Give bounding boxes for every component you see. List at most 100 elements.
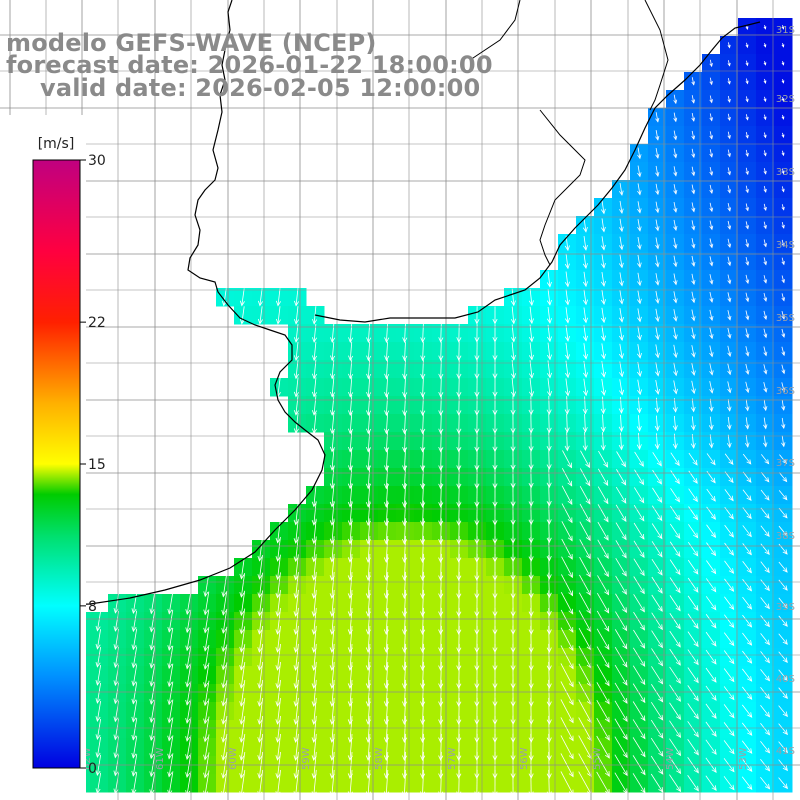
wind-arrow-head: [658, 678, 664, 685]
wind-arrow: [331, 394, 335, 416]
wind-arrow-head: [131, 644, 137, 651]
wind-arrow-head: [727, 261, 732, 267]
wind-arrow-head: [621, 570, 627, 577]
wind-arrow-head: [582, 263, 588, 269]
wind-arrow-head: [438, 483, 444, 490]
wind-arrow-head: [257, 701, 263, 707]
wind-arrow-head: [203, 700, 209, 707]
wind-arrow-head: [113, 716, 119, 723]
wind-arrow: [440, 377, 442, 397]
wind-arrow: [313, 536, 317, 562]
wind-arrow: [562, 450, 572, 468]
wind-arrow: [331, 412, 335, 434]
wind-arrow-head: [239, 683, 245, 689]
wind-arrow: [763, 239, 767, 247]
wind-arrow-head: [565, 390, 571, 397]
wind-arrow-head: [709, 352, 714, 358]
wind-arrow-head: [672, 425, 678, 431]
wind-arrow: [651, 558, 663, 576]
wind-arrow: [705, 667, 717, 683]
wind-arrow-head: [149, 644, 155, 651]
wind-arrow-head: [293, 701, 299, 707]
wind-arrow: [277, 590, 281, 616]
wind-arrow-head: [709, 81, 713, 86]
wind-arrow-head: [239, 573, 245, 580]
wind-arrow: [150, 646, 156, 668]
wind-arrow-head: [547, 390, 553, 397]
wind-arrow: [331, 679, 335, 707]
wind-arrow: [778, 597, 788, 609]
wind-arrow: [597, 486, 609, 504]
wind-arrow-head: [763, 170, 767, 175]
wind-arrow: [691, 255, 695, 267]
wind-arrow-head: [746, 549, 752, 556]
wind-arrow-head: [546, 409, 552, 416]
wind-arrow: [132, 718, 138, 740]
wind-arrow-head: [709, 316, 714, 322]
wind-arrow: [295, 679, 299, 707]
wind-arrow: [745, 310, 749, 320]
wind-arrow: [687, 541, 699, 557]
wind-arrow-head: [764, 621, 770, 628]
wind-arrow-head: [619, 371, 625, 378]
wind-arrow: [706, 542, 716, 556]
wind-arrow: [601, 272, 605, 286]
wind-arrow: [367, 377, 371, 397]
wind-arrow: [655, 237, 659, 249]
wind-arrow-head: [293, 574, 299, 581]
wind-arrow-head: [639, 606, 645, 613]
wind-arrow: [422, 535, 424, 563]
wind-arrow-head: [618, 426, 624, 433]
wind-arrow: [422, 679, 424, 707]
wind-arrow: [705, 721, 717, 737]
wind-arrow: [615, 522, 627, 540]
wind-arrow-head: [654, 443, 660, 450]
wind-arrow: [742, 453, 752, 465]
wind-arrow: [615, 540, 627, 558]
wind-arrow: [620, 414, 622, 432]
wind-arrow-head: [420, 629, 426, 636]
wind-arrow-head: [782, 567, 788, 573]
wind-arrow-head: [690, 424, 696, 431]
wind-arrow: [422, 697, 424, 725]
wind-arrow: [579, 468, 591, 486]
wind-arrow: [760, 723, 770, 735]
wind-arrow-head: [600, 408, 606, 415]
wind-arrow: [313, 589, 317, 617]
wind-arrow: [331, 733, 335, 761]
wind-arrow-head: [764, 513, 770, 519]
wind-arrow: [709, 398, 713, 412]
wind-arrow: [403, 553, 407, 581]
wind-arrow: [560, 717, 574, 741]
wind-arrow-head: [745, 98, 749, 103]
wind-arrow: [313, 661, 317, 689]
wind-arrow: [651, 648, 663, 666]
wind-arrow: [655, 362, 659, 376]
wind-arrow: [168, 771, 174, 795]
wind-arrow-head: [167, 753, 173, 760]
wind-arrow: [584, 431, 586, 451]
wind-arrow-head: [420, 355, 426, 362]
wind-arrow: [691, 345, 695, 357]
border-line-uruguay: [539, 109, 586, 266]
wind-arrow-head: [402, 647, 408, 654]
wind-arrow: [745, 399, 749, 411]
wind-arrow-head: [257, 773, 263, 779]
wind-arrow-head: [640, 787, 646, 794]
longitude-label: 55W: [592, 747, 603, 770]
wind-arrow-head: [640, 661, 646, 667]
wind-arrow-head: [546, 683, 552, 690]
wind-arrow-head: [438, 538, 444, 545]
wind-arrow: [548, 608, 550, 634]
wind-arrow: [727, 327, 731, 339]
wind-arrow: [422, 483, 424, 507]
wind-arrow-head: [763, 297, 768, 302]
wind-arrow: [204, 770, 210, 796]
wind-arrow: [670, 505, 680, 521]
wind-arrow: [422, 715, 424, 743]
wind-arrow-head: [568, 681, 574, 688]
wind-arrow: [724, 489, 734, 501]
wind-arrow: [637, 165, 641, 177]
